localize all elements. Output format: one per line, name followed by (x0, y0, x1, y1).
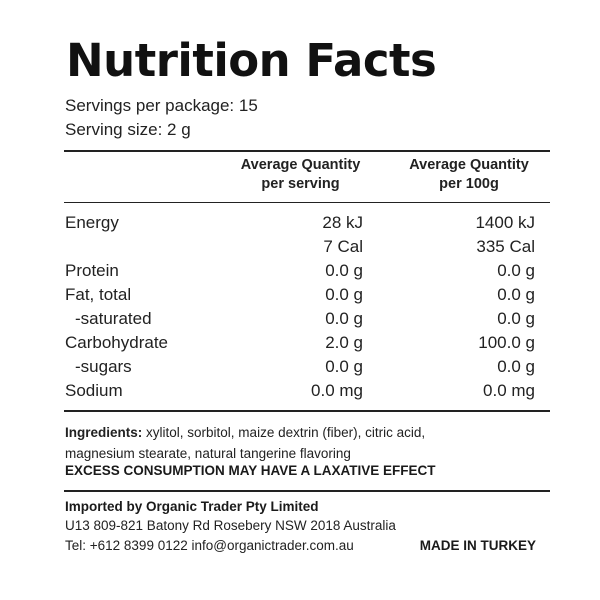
row-label: Energy (65, 213, 119, 232)
per-100g-value: 1400 kJ (475, 213, 535, 232)
row-label: -saturated (75, 309, 152, 328)
per-serving-value: 0.0 g (325, 357, 363, 376)
table-row: 7 Cal 335 Cal (65, 237, 535, 261)
ingredients-label: Ingredients: (65, 425, 143, 440)
per-100g-value: 335 Cal (476, 237, 535, 256)
ingredients: Ingredients: xylitol, sorbitol, maize de… (65, 422, 535, 464)
per-100g-value: 0.0 mg (483, 381, 535, 400)
row-label: Sodium (65, 381, 123, 400)
per-100g-value: 0.0 g (497, 285, 535, 304)
row-label: -sugars (75, 357, 132, 376)
table-row: Energy 28 kJ 1400 kJ (65, 213, 535, 237)
row-label: Fat, total (65, 285, 132, 304)
ingredients-text-line1: xylitol, sorbitol, maize dextrin (fiber)… (146, 425, 426, 440)
divider-header (64, 202, 550, 203)
per-100g-value: 100.0 g (478, 333, 535, 352)
per-100g-value: 0.0 g (497, 357, 535, 376)
per-100g-value: 0.0 g (497, 309, 535, 328)
ingredients-text-line2: magnesium stearate, natural tangerine fl… (65, 446, 351, 461)
per-serving-value: 0.0 g (325, 309, 363, 328)
table-row: Sodium 0.0 mg 0.0 mg (65, 381, 535, 405)
column-header-per-100g: Average Quantity per 100g (388, 156, 550, 194)
per-serving-value: 7 Cal (323, 237, 363, 256)
made-in-label: MADE IN TURKEY (419, 538, 536, 553)
table-row: -sugars 0.0 g 0.0 g (65, 357, 535, 381)
per-serving-value: 2.0 g (325, 333, 363, 352)
table-row: -saturated 0.0 g 0.0 g (65, 309, 535, 333)
row-label: Protein (65, 261, 119, 280)
serving-size: Serving size: 2 g (65, 120, 191, 139)
table-row: Fat, total 0.0 g 0.0 g (65, 285, 535, 309)
ingredients-line1: Ingredients: xylitol, sorbitol, maize de… (65, 422, 535, 443)
per-serving-value: 28 kJ (322, 213, 363, 232)
per-serving-value: 0.0 mg (311, 381, 363, 400)
importer-contact: Tel: +612 8399 0122 info@organictrader.c… (65, 538, 354, 553)
importer-heading: Imported by Organic Trader Pty Limited (65, 499, 319, 514)
per-100g-value: 0.0 g (497, 261, 535, 280)
laxative-warning: EXCESS CONSUMPTION MAY HAVE A LAXATIVE E… (65, 463, 436, 478)
row-label: Carbohydrate (65, 333, 169, 352)
servings-per-package: Servings per package: 15 (65, 96, 258, 115)
column-header-per-serving: Average Quantity per serving (218, 156, 383, 194)
table-row: Protein 0.0 g 0.0 g (65, 261, 535, 285)
column-header-per-serving-line1: Average Quantity (240, 157, 361, 173)
column-header-per-100g-line1: Average Quantity (409, 157, 529, 173)
page-title: Nutrition Facts (66, 34, 437, 87)
divider-importer (64, 490, 550, 492)
divider-table-bottom (64, 410, 550, 412)
column-header-per-100g-line2: per 100g (439, 176, 499, 192)
per-serving-value: 0.0 g (325, 285, 363, 304)
divider-top (64, 150, 550, 152)
column-header-per-serving-line2: per serving (261, 176, 340, 192)
table-row: Carbohydrate 2.0 g 100.0 g (65, 333, 535, 357)
per-serving-value: 0.0 g (325, 261, 363, 280)
importer-address: U13 809-821 Batony Rd Rosebery NSW 2018 … (65, 518, 396, 533)
